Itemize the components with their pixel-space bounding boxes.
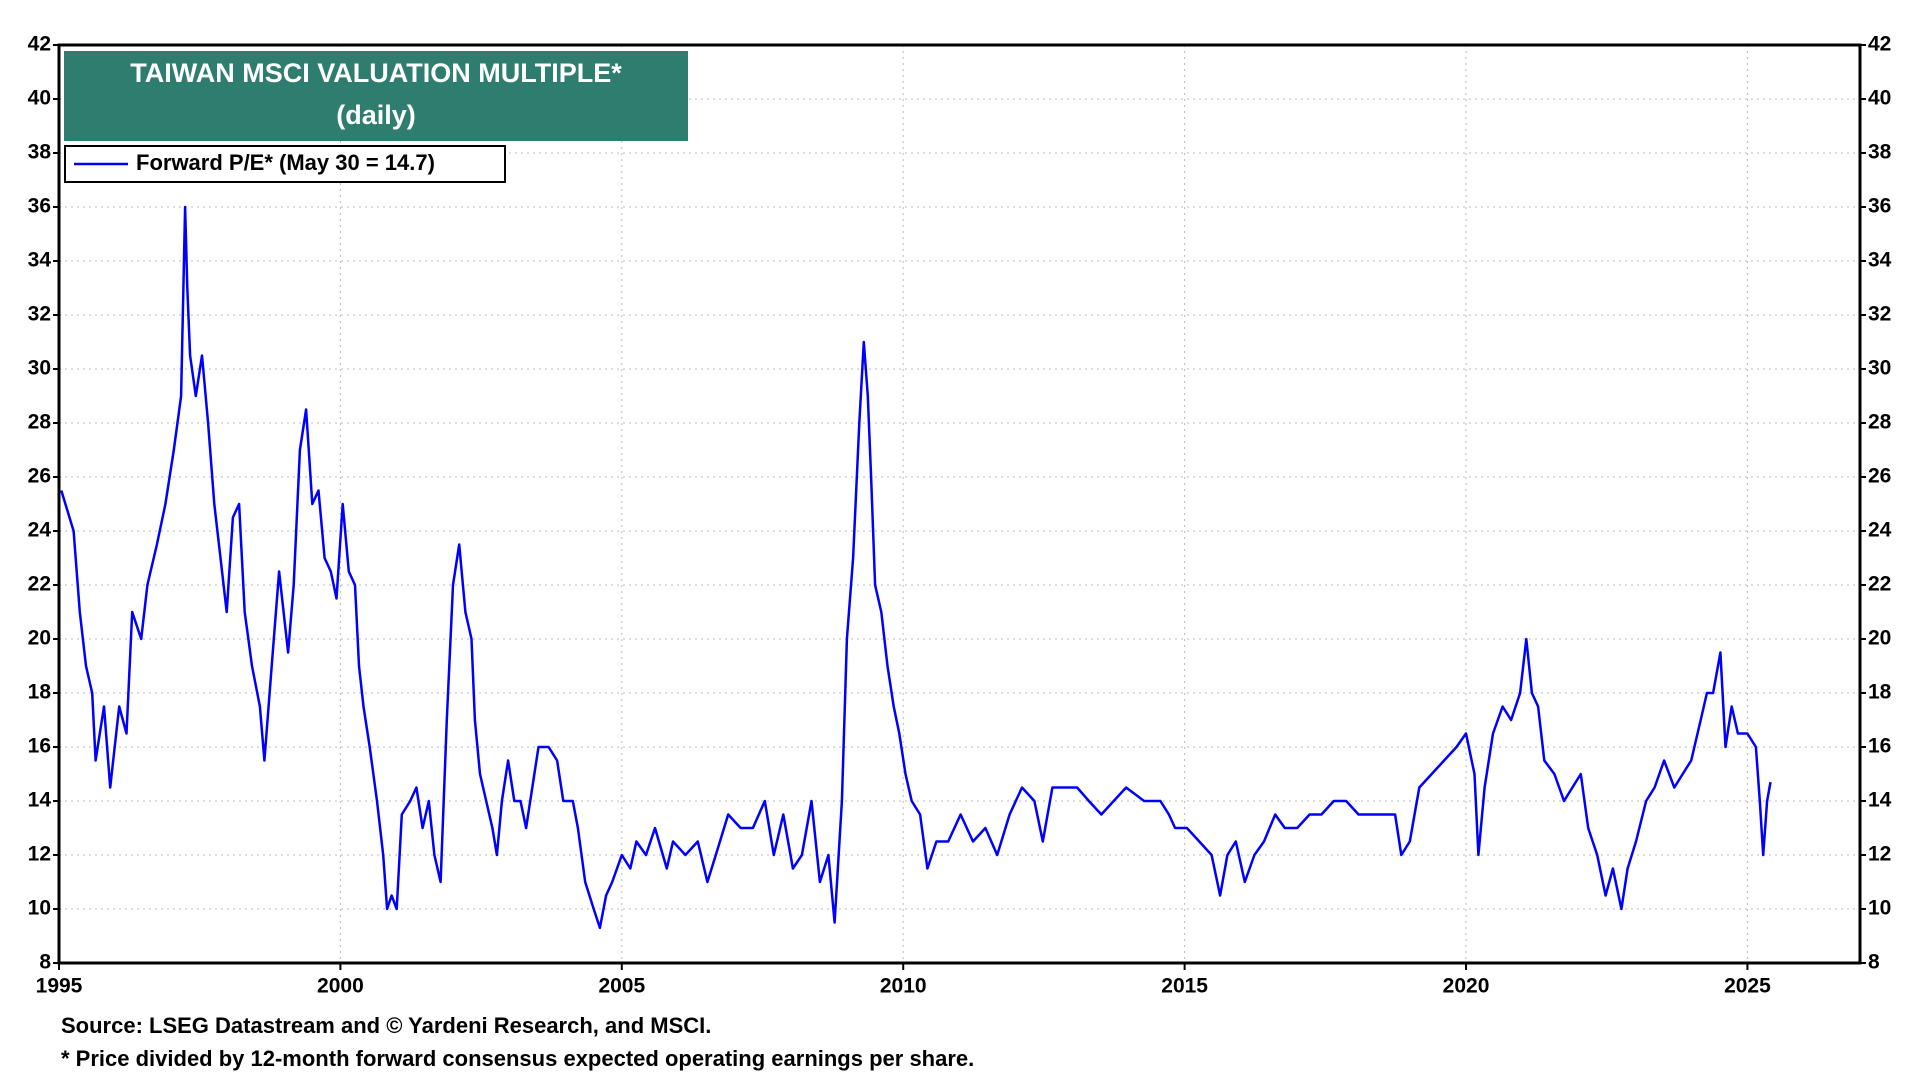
grid — [58, 44, 1860, 964]
y-tick-label: 20 — [28, 627, 51, 650]
y2-tick-label: 8 — [1868, 951, 1880, 974]
legend-label: Forward P/E* (May 30 = 14.7) — [136, 150, 435, 175]
y-tick-label: 24 — [28, 519, 52, 542]
x-tick-label: 2025 — [1724, 975, 1771, 998]
x-tick-label: 2015 — [1161, 975, 1208, 998]
y2-tick-label: 14 — [1868, 789, 1892, 812]
plot-frame — [57, 43, 1862, 965]
y-tick-label: 8 — [39, 951, 51, 974]
y-tick-label: 10 — [28, 897, 51, 920]
y-tick-label: 40 — [28, 87, 51, 110]
x-tick-label: 2005 — [598, 975, 645, 998]
y-tick-label: 28 — [28, 411, 52, 434]
x-tick-label: 2010 — [880, 975, 927, 998]
footnote: * Price divided by 12-month forward cons… — [61, 1046, 974, 1071]
y-tick-label: 14 — [28, 789, 52, 812]
y2-tick-label: 30 — [1868, 357, 1891, 380]
y-tick-label: 22 — [28, 573, 51, 596]
y-tick-label: 30 — [28, 357, 51, 380]
y-tick-label: 12 — [28, 843, 51, 866]
y-tick-label: 16 — [28, 735, 51, 758]
y2-tick-label: 10 — [1868, 897, 1891, 920]
y-tick-label: 36 — [28, 195, 51, 218]
y-tick-label: 26 — [28, 465, 51, 488]
y-tick-label: 42 — [28, 33, 51, 56]
y2-tick-label: 40 — [1868, 87, 1891, 110]
y2-tick-label: 38 — [1868, 141, 1892, 164]
source-note: Source: LSEG Datastream and © Yardeni Re… — [61, 1013, 711, 1038]
legend-box — [64, 145, 506, 183]
x-tick-label: 2020 — [1443, 975, 1490, 998]
y2-tick-label: 18 — [1868, 681, 1892, 704]
y2-tick-label: 34 — [1868, 249, 1892, 272]
y2-tick-label: 28 — [1868, 411, 1892, 434]
y2-tick-label: 36 — [1868, 195, 1891, 218]
y2-tick-label: 24 — [1868, 519, 1892, 542]
title-box — [64, 51, 688, 141]
y2-tick-label: 16 — [1868, 735, 1891, 758]
chart-title: TAIWAN MSCI VALUATION MULTIPLE* — [130, 58, 622, 88]
y2-tick-label: 20 — [1868, 627, 1891, 650]
data-line — [60, 205, 1772, 930]
y2-tick-label: 12 — [1868, 843, 1891, 866]
y2-tick-label: 26 — [1868, 465, 1891, 488]
chart-subtitle: (daily) — [336, 100, 416, 130]
y-tick-label: 34 — [28, 249, 52, 272]
y2-tick-label: 42 — [1868, 33, 1891, 56]
x-tick-label: 1995 — [36, 975, 83, 998]
y2-tick-label: 22 — [1868, 573, 1891, 596]
y-tick-label: 32 — [28, 303, 51, 326]
y-tick-label: 18 — [28, 681, 52, 704]
y2-tick-label: 32 — [1868, 303, 1891, 326]
y-tick-label: 38 — [28, 141, 52, 164]
lines — [60, 205, 1772, 930]
x-tick-label: 2000 — [317, 975, 364, 998]
